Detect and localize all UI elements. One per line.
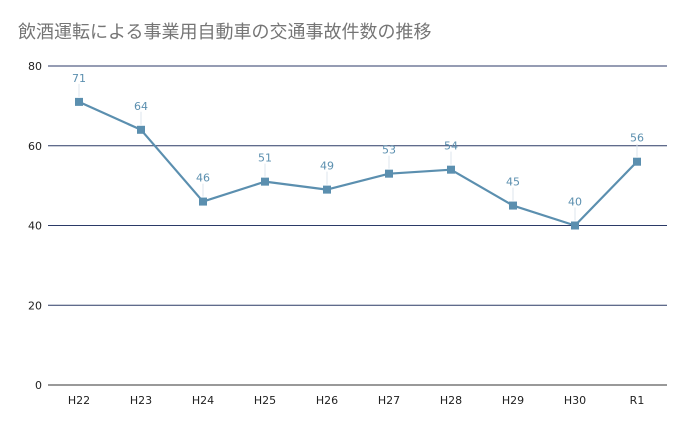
data-label: 64 bbox=[134, 100, 148, 113]
y-tick-label: 20 bbox=[28, 299, 42, 312]
data-label: 40 bbox=[568, 196, 582, 209]
data-label: 51 bbox=[258, 152, 272, 165]
chart-title: 飲酒運転による事業用自動車の交通事故件数の推移 bbox=[18, 22, 432, 43]
y-tick-label: 40 bbox=[28, 220, 42, 233]
data-point-marker bbox=[571, 221, 579, 230]
y-tick-label: 0 bbox=[35, 379, 42, 392]
x-tick-label: H25 bbox=[254, 394, 276, 407]
data-label: 53 bbox=[382, 144, 396, 157]
x-tick-label: H23 bbox=[130, 394, 152, 407]
data-label: 71 bbox=[72, 72, 86, 85]
data-label: 45 bbox=[506, 176, 520, 189]
x-tick-label: H24 bbox=[192, 394, 214, 407]
data-label: 56 bbox=[630, 132, 644, 145]
y-tick-label: 80 bbox=[28, 60, 42, 73]
x-tick-label: H22 bbox=[68, 394, 90, 407]
data-label: 46 bbox=[196, 172, 210, 185]
x-tick-label: H29 bbox=[502, 394, 524, 407]
data-point-marker bbox=[323, 185, 331, 194]
data-point-marker bbox=[509, 201, 517, 210]
data-point-marker bbox=[633, 157, 641, 166]
series-line bbox=[78, 100, 638, 227]
data-point-marker bbox=[137, 125, 145, 134]
data-point-marker bbox=[261, 177, 269, 186]
x-tick-label: H30 bbox=[564, 394, 586, 407]
data-point-marker bbox=[447, 165, 455, 174]
y-tick-label: 60 bbox=[28, 140, 42, 153]
data-label: 49 bbox=[320, 160, 334, 173]
x-tick-label: H27 bbox=[378, 394, 400, 407]
data-label: 54 bbox=[444, 140, 458, 153]
x-tick-label: H28 bbox=[440, 394, 462, 407]
data-point-marker bbox=[75, 97, 83, 106]
data-point-marker bbox=[385, 169, 393, 178]
x-tick-label: R1 bbox=[630, 394, 645, 407]
x-tick-label: H26 bbox=[316, 394, 338, 407]
data-point-marker bbox=[199, 197, 207, 206]
